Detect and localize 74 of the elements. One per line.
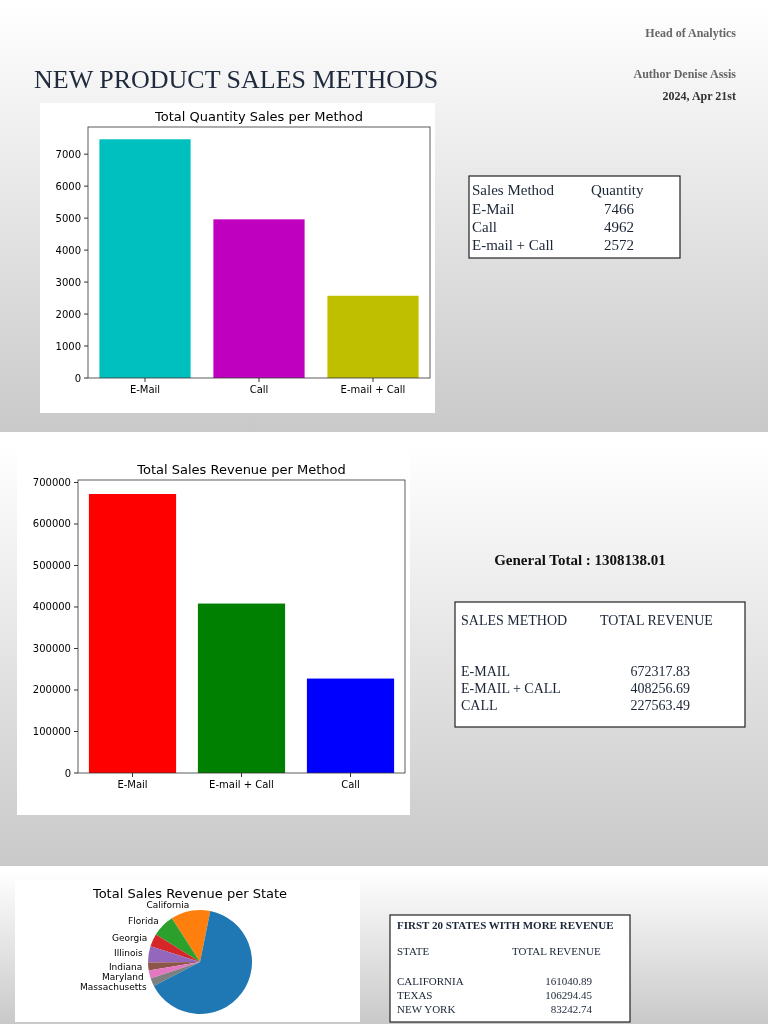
text: 2024, Apr 21st (662, 89, 736, 103)
data-label: 227563.49 (630, 698, 690, 713)
category-label: E-MAIL + CALL (461, 681, 561, 696)
pie-slice (148, 962, 200, 971)
category-label: E-MAIL (461, 664, 510, 679)
y-tick-label: 6000 (55, 180, 81, 192)
text: Head of Analytics (645, 26, 737, 40)
pie-slice (150, 934, 200, 962)
x-tick-label: E-Mail (129, 384, 161, 395)
y-tick-label: 700000 (32, 476, 71, 488)
y-tick-label: 5000 (55, 212, 81, 224)
text: TOTAL REVENUE (600, 613, 713, 628)
x-tick-label: Call (249, 384, 269, 395)
text: Quantity (591, 182, 644, 198)
y-tick-label: 100000 (32, 726, 71, 737)
slice-label: California (146, 900, 190, 911)
y-tick-label: 400000 (32, 601, 71, 613)
text: TOTAL REVENUE (512, 945, 601, 957)
y-tick-label: 1000 (55, 340, 81, 352)
y-tick-label: 3000 (55, 276, 81, 288)
text: STATE (397, 945, 430, 957)
slice-label: Indiana (108, 962, 143, 973)
y-tick-label: 0 (64, 767, 71, 779)
category-label: Call (472, 219, 497, 235)
data-label: 7466 (604, 201, 635, 217)
data-label: 672317.83 (630, 664, 690, 679)
x-tick-label: E-mail + Call (340, 384, 406, 395)
bar (88, 493, 177, 773)
y-tick-label: 500000 (32, 559, 71, 571)
chart-title: Total Sales Revenue per Method (136, 462, 346, 477)
text: General Total : 1308138.01 (494, 552, 666, 568)
data-label: 4962 (604, 219, 634, 235)
data-label: 2572 (604, 237, 634, 253)
text: FIRST 20 STATES WITH MORE REVENUE (397, 919, 614, 931)
data-label: 83242.74 (550, 1003, 593, 1015)
pie-slice (150, 962, 200, 986)
y-tick-label: 600000 (32, 518, 71, 530)
category-label: E-mail + Call (472, 237, 554, 253)
bar (327, 295, 419, 378)
y-tick-label: 0 (74, 372, 81, 384)
data-label: 106294.45 (545, 989, 593, 1001)
slice-label: Massachusetts (80, 982, 147, 993)
bar (197, 603, 286, 773)
pie-slice (148, 962, 200, 979)
bar (306, 678, 395, 773)
category-label: NEW YORK (397, 1003, 456, 1015)
category-label: CALL (461, 698, 498, 713)
y-tick-label: 4000 (55, 244, 81, 256)
text: Author Denise Assis (633, 67, 737, 81)
category-label: TEXAS (397, 989, 433, 1001)
chart-title: Total Quantity Sales per Method (153, 109, 364, 124)
slice-label: Maryland (101, 972, 144, 983)
category-label: E-Mail (472, 201, 515, 217)
category-label: CALIFORNIA (397, 975, 464, 987)
bar (99, 139, 191, 378)
slice-label: Georgia (112, 932, 148, 943)
data-label: 161040.89 (545, 975, 593, 987)
slice-label: Florida (128, 916, 159, 927)
x-tick-label: E-mail + Call (209, 779, 274, 790)
pie-slice (148, 946, 200, 963)
slice-label: Illinois (114, 948, 143, 959)
bar (213, 219, 305, 378)
y-tick-label: 7000 (55, 148, 81, 160)
x-tick-label: Call (341, 779, 360, 790)
text: Sales Method (472, 182, 555, 198)
text: SALES METHOD (461, 613, 568, 628)
y-tick-label: 200000 (32, 684, 71, 696)
y-tick-label: 300000 (32, 643, 71, 654)
x-tick-label: E-Mail (117, 779, 148, 790)
chart-title: Total Sales Revenue per State (91, 886, 288, 901)
data-label: 408256.69 (630, 681, 690, 696)
pie-slice (171, 910, 211, 962)
text: NEW PRODUCT SALES METHODS (34, 65, 439, 94)
y-tick-label: 2000 (55, 308, 81, 320)
